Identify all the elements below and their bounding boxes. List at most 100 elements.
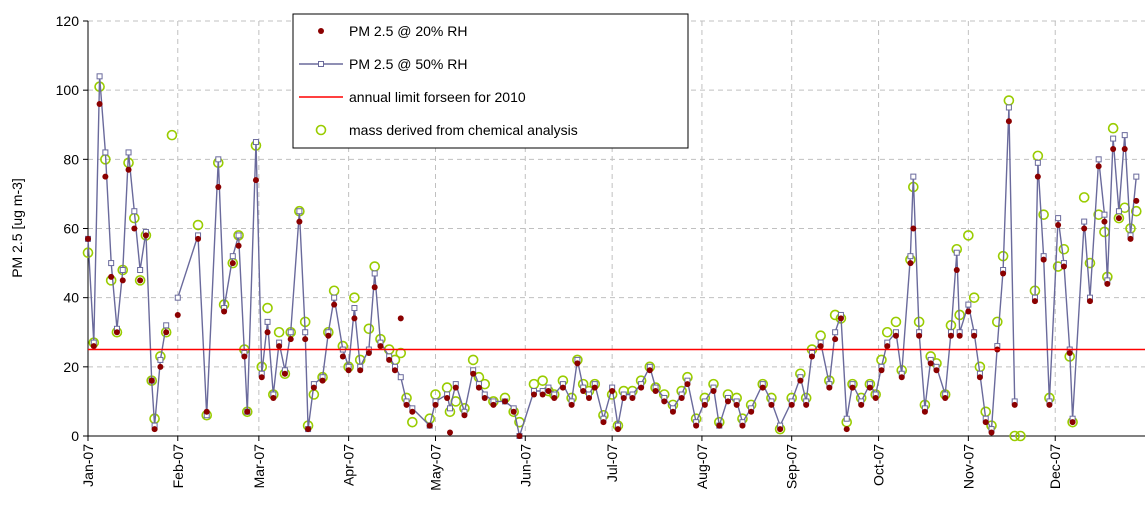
point [545,388,552,395]
y-tick-label: 40 [63,290,79,306]
point [1131,205,1142,217]
point [898,374,905,381]
point [976,374,983,381]
point [1101,218,1108,225]
point [568,401,575,408]
y-axis-label: PM 2.5 [ug m-3] [9,178,25,278]
point [371,270,378,277]
point [308,389,320,400]
point [600,419,607,426]
point [377,343,384,350]
point [296,218,303,225]
point [884,343,891,350]
point [345,367,352,374]
x-tick-label: Dec-07 [1047,444,1063,489]
point [684,381,691,388]
point [1031,298,1038,305]
point [444,394,451,401]
point [244,408,251,415]
point [669,408,676,415]
point [907,260,914,267]
point [252,139,259,146]
point [131,208,138,215]
point [620,394,627,401]
point [310,384,317,391]
point [832,329,839,336]
point [1034,159,1041,166]
point [1034,173,1041,180]
point [1084,257,1096,269]
point [652,388,659,395]
point [580,388,587,395]
point [331,294,338,301]
point [574,360,581,367]
point [119,267,126,273]
point [1101,211,1108,218]
point [102,173,109,180]
point [1133,173,1140,180]
y-tick-label: 120 [56,13,80,29]
point [221,308,228,315]
point [432,401,439,408]
point [1055,215,1062,222]
point [319,377,326,384]
point [878,367,885,374]
point [956,332,963,339]
point [273,326,285,338]
point [490,401,497,408]
point [953,249,960,256]
point [1011,401,1018,408]
point [910,173,917,180]
point [965,301,972,308]
legend-label: PM 2.5 @ 20% RH [349,23,467,39]
point [803,401,810,408]
point [1127,235,1134,242]
point [678,394,685,401]
point [241,353,248,360]
point [137,267,144,273]
point [229,253,236,260]
point [287,336,294,343]
point [1005,118,1012,125]
point [992,316,1003,328]
point [933,367,940,374]
point [1121,132,1128,139]
point [481,394,488,401]
point [907,253,914,260]
x-tick-label: Nov-07 [960,444,976,489]
x-tick-label: Mar-07 [251,444,267,489]
point [325,332,332,339]
point [1107,122,1119,134]
point [108,273,115,280]
point [866,384,873,391]
point [661,398,668,405]
point [195,235,202,242]
point [963,230,974,241]
x-tick-label: May-07 [428,444,444,491]
point [157,356,164,363]
point [982,419,989,426]
point [537,375,548,386]
legend-label: PM 2.5 @ 50% RH [349,56,467,72]
point [815,330,826,342]
point [328,285,340,297]
point [710,388,717,395]
point [1081,218,1088,225]
point [797,377,804,384]
point [510,408,517,415]
point [262,302,273,314]
point [174,311,181,318]
point [921,408,928,415]
point [215,184,222,190]
point [1069,419,1076,426]
point [1115,208,1122,215]
x-tick-label: Jul-07 [604,444,620,482]
point [270,394,277,401]
point [1133,197,1140,204]
point [724,398,731,405]
point [947,332,954,339]
point [357,367,364,374]
point [371,284,378,291]
point [1009,430,1020,442]
y-tick-label: 0 [71,428,79,444]
